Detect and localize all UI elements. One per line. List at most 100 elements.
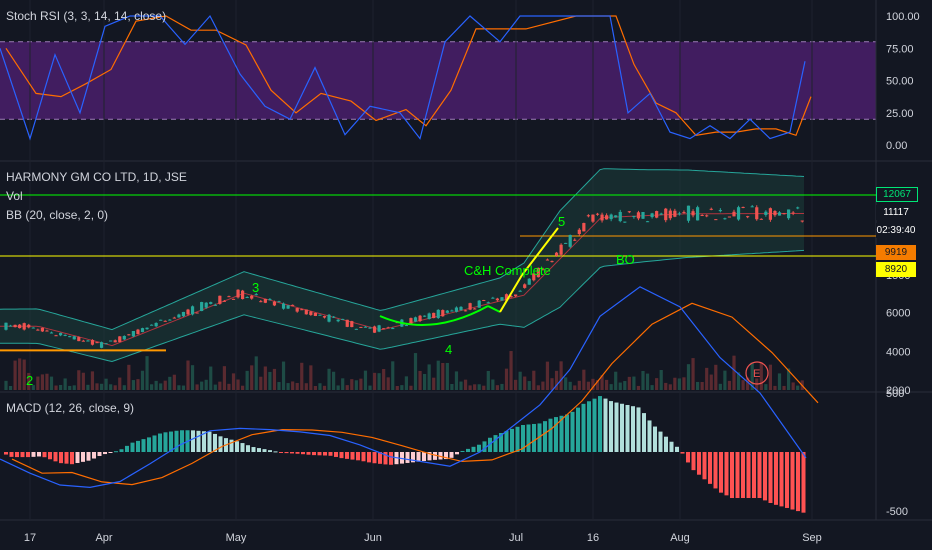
candle xyxy=(614,215,618,218)
macd-hist-bar xyxy=(620,403,624,452)
volume-bar xyxy=(509,351,513,390)
bb-legend[interactable]: BB (20, close, 2, 0) xyxy=(6,208,109,222)
volume-bar xyxy=(759,362,763,390)
candle xyxy=(190,305,195,316)
candle-body xyxy=(459,306,463,311)
candle-body xyxy=(354,328,358,330)
candle xyxy=(168,319,172,321)
volume-bar xyxy=(304,383,308,390)
bb-fill xyxy=(0,168,804,362)
macd-hist-bar xyxy=(306,452,311,455)
candle xyxy=(36,328,40,331)
candle xyxy=(263,298,267,304)
macd-hist-bar xyxy=(42,452,47,458)
candle xyxy=(636,210,641,221)
candle xyxy=(295,307,299,313)
volume-bar xyxy=(204,379,208,390)
volume-bar xyxy=(231,373,236,390)
candle-body xyxy=(595,213,600,215)
macd-hist-bar xyxy=(565,414,569,452)
candle xyxy=(468,302,472,311)
macd-hist-bar xyxy=(609,401,613,452)
candle xyxy=(436,309,440,319)
candle-body xyxy=(714,219,718,221)
candle xyxy=(313,312,317,317)
macd-hist-bar xyxy=(477,444,481,452)
macd-hist-bar xyxy=(169,431,173,452)
volume-bar xyxy=(741,380,745,390)
volume-bar xyxy=(573,385,577,390)
candle-body xyxy=(236,289,240,298)
volume-bar xyxy=(545,361,550,390)
candle-body xyxy=(418,315,422,321)
volume-bar xyxy=(550,378,554,390)
candle-body xyxy=(345,319,349,327)
candle-body xyxy=(477,300,481,308)
macd-hist-bar xyxy=(31,452,36,457)
candle xyxy=(350,320,354,328)
price-tick-label: 4000 xyxy=(886,346,910,358)
macd-hist-bar xyxy=(466,448,470,452)
candle xyxy=(736,205,741,221)
stoch-legend[interactable]: Stoch RSI (3, 3, 14, 14, close) xyxy=(6,9,167,23)
candle xyxy=(327,313,331,323)
candle-body xyxy=(118,336,122,343)
volume-bar xyxy=(655,378,659,390)
volume-bar xyxy=(131,380,135,390)
candle xyxy=(104,343,108,345)
macd-hist-bar xyxy=(433,452,437,460)
x-tick-label: Apr xyxy=(95,532,112,544)
candle xyxy=(77,336,81,342)
candle-body xyxy=(541,268,545,270)
bollinger-bands xyxy=(0,168,805,363)
candle xyxy=(281,302,286,310)
candle xyxy=(113,339,117,343)
candle xyxy=(655,210,659,219)
candle-body xyxy=(254,294,258,296)
macd-legend[interactable]: MACD (12, 26, close, 9) xyxy=(6,401,135,415)
candle xyxy=(27,323,31,329)
macd-hist-bar xyxy=(20,452,25,458)
candle xyxy=(250,294,254,300)
macd-hist-bar xyxy=(691,452,696,471)
volume-bar xyxy=(95,383,99,390)
candle-body xyxy=(90,339,95,345)
main-title[interactable]: HARMONY GM CO LTD, 1D, JSE xyxy=(6,170,187,184)
candle-body xyxy=(195,312,199,314)
candle xyxy=(332,316,336,319)
candle-body xyxy=(281,303,286,309)
macd-hist-bar xyxy=(675,446,679,452)
volume-bar xyxy=(582,369,586,390)
volume-bar xyxy=(263,366,267,390)
macd-hist-bar xyxy=(493,435,498,452)
macd-hist-bar xyxy=(383,452,388,465)
macd-hist-bar xyxy=(312,452,316,456)
vol-legend[interactable]: Vol xyxy=(6,189,23,203)
candle-body xyxy=(131,331,135,337)
last-price-tag: 11117 xyxy=(876,205,916,220)
candle-body xyxy=(277,301,281,303)
macd-hist-bar xyxy=(504,430,509,452)
candle-body xyxy=(209,302,213,304)
price-tick-label: 2000 xyxy=(886,385,910,397)
candle xyxy=(68,335,72,338)
candle xyxy=(691,209,695,218)
bb-upper xyxy=(0,168,805,331)
candle-body xyxy=(391,328,395,330)
volume-bar xyxy=(595,380,600,390)
macd-hist-bar xyxy=(647,420,652,452)
volume-bar xyxy=(491,379,495,390)
candle-body xyxy=(327,314,331,322)
candle-body xyxy=(495,298,499,301)
stoch-tick-label: 100.00 xyxy=(886,11,920,23)
candle-body xyxy=(404,325,408,327)
candles[interactable] xyxy=(4,204,804,349)
candle-body xyxy=(759,218,763,220)
candle xyxy=(509,294,513,298)
candle-body xyxy=(536,267,540,278)
macd-hist-bar xyxy=(625,404,630,452)
volume-bar xyxy=(568,381,572,390)
volume-bar xyxy=(22,359,26,390)
candle-body xyxy=(445,310,449,313)
